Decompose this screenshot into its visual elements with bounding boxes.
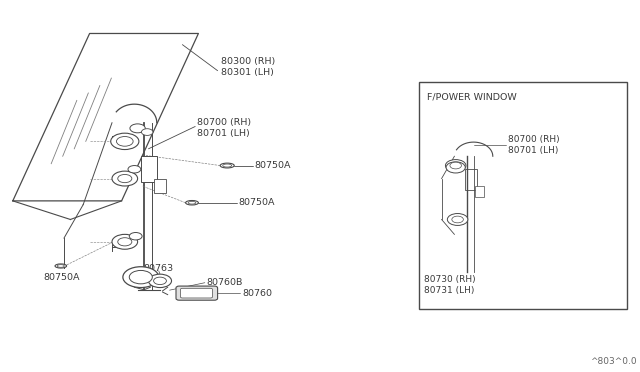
Circle shape: [112, 171, 138, 186]
Circle shape: [116, 137, 133, 146]
Text: 80700 (RH)
80701 (LH): 80700 (RH) 80701 (LH): [197, 118, 252, 138]
Bar: [141, 156, 157, 182]
Circle shape: [129, 270, 152, 284]
Text: 80760B: 80760B: [207, 278, 243, 287]
Circle shape: [128, 166, 141, 173]
Circle shape: [118, 174, 132, 183]
Circle shape: [141, 129, 153, 135]
Circle shape: [112, 234, 138, 249]
Text: 80763: 80763: [143, 264, 174, 273]
Text: 80750A: 80750A: [239, 198, 275, 207]
Circle shape: [450, 162, 461, 169]
Bar: [419, 82, 627, 309]
Text: 80750A: 80750A: [255, 161, 291, 170]
Bar: [465, 169, 477, 190]
Ellipse shape: [220, 163, 234, 168]
Text: 80750A: 80750A: [44, 273, 80, 282]
Text: ^803^0.0: ^803^0.0: [590, 357, 637, 366]
Circle shape: [154, 277, 166, 285]
Bar: [475, 186, 484, 197]
Circle shape: [452, 216, 463, 223]
Circle shape: [130, 124, 145, 133]
Circle shape: [148, 274, 172, 288]
Circle shape: [123, 267, 159, 288]
Ellipse shape: [186, 201, 198, 205]
Circle shape: [445, 160, 466, 171]
Circle shape: [447, 214, 468, 225]
FancyBboxPatch shape: [180, 288, 212, 298]
Circle shape: [129, 232, 142, 240]
Text: 80730 (RH)
80731 (LH): 80730 (RH) 80731 (LH): [424, 275, 476, 295]
Circle shape: [118, 238, 132, 246]
Text: 80760: 80760: [242, 289, 272, 298]
Bar: [154, 179, 166, 193]
Ellipse shape: [58, 265, 64, 267]
Circle shape: [446, 162, 465, 173]
Ellipse shape: [223, 164, 232, 167]
Text: F/POWER WINDOW: F/POWER WINDOW: [427, 93, 516, 102]
Ellipse shape: [55, 264, 67, 268]
FancyBboxPatch shape: [176, 286, 218, 300]
Text: 80700 (RH)
80701 (LH): 80700 (RH) 80701 (LH): [508, 135, 559, 155]
Ellipse shape: [188, 201, 196, 204]
Circle shape: [111, 133, 139, 150]
Text: 80300 (RH)
80301 (LH): 80300 (RH) 80301 (LH): [221, 57, 275, 77]
